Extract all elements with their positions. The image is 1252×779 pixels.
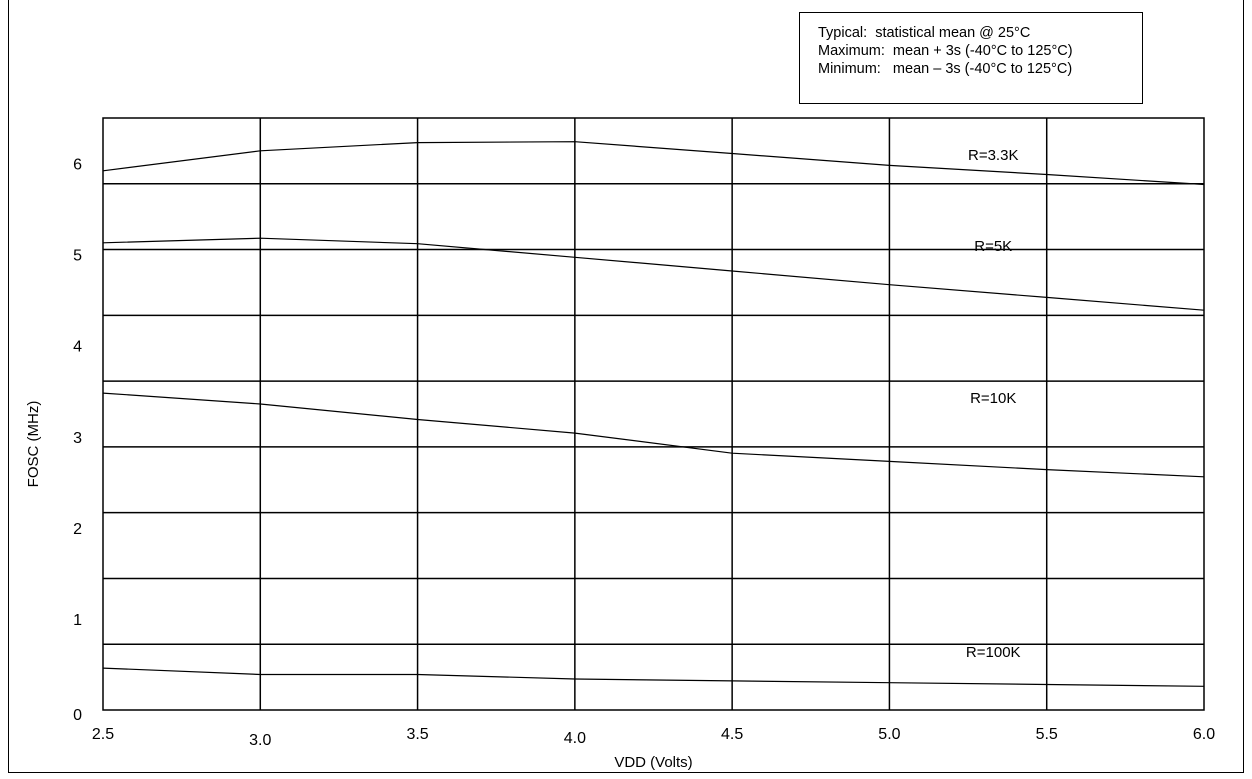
figure-frame	[8, 0, 1244, 773]
x-tick-label: 5.0	[878, 726, 900, 743]
x-tick-label: 6.0	[1193, 726, 1215, 743]
y-tick-label: 1	[73, 612, 82, 629]
legend-box: Typical: statistical mean @ 25°C Maximum…	[799, 12, 1143, 104]
x-tick-label: 5.5	[1036, 726, 1058, 743]
series-line-2	[102, 392, 1205, 478]
legend-line-maximum: Maximum: mean + 3s (-40°C to 125°C)	[818, 43, 1073, 59]
series-label-3: R=100K	[966, 644, 1021, 661]
y-tick-label: 5	[73, 248, 82, 265]
legend-line-typical: Typical: statistical mean @ 25°C	[818, 25, 1031, 41]
series-label-0: R=3.3K	[968, 147, 1018, 164]
x-axis-label: VDD (Volts)	[614, 754, 692, 771]
y-axis-label: FOSC (MHz)	[25, 401, 42, 488]
series-line-3	[102, 667, 1205, 687]
plot-area	[102, 117, 1205, 711]
legend-line-minimum: Minimum: mean – 3s (-40°C to 125°C)	[818, 61, 1073, 77]
y-tick-label: 3	[73, 430, 82, 447]
y-tick-label: 2	[73, 521, 82, 538]
y-tick-label: 6	[73, 157, 82, 174]
series-label-1: R=5K	[974, 238, 1012, 255]
y-tick-label: 4	[73, 339, 82, 356]
x-tick-label: 4.0	[564, 730, 586, 747]
x-tick-label: 3.5	[406, 726, 428, 743]
series-line-1	[102, 237, 1205, 311]
y-tick-label: 0	[73, 707, 82, 724]
series-label-2: R=10K	[970, 390, 1016, 407]
x-tick-label: 3.0	[249, 732, 271, 749]
x-tick-label: 4.5	[721, 726, 743, 743]
series-line-0	[102, 141, 1205, 186]
x-tick-label: 2.5	[92, 726, 114, 743]
